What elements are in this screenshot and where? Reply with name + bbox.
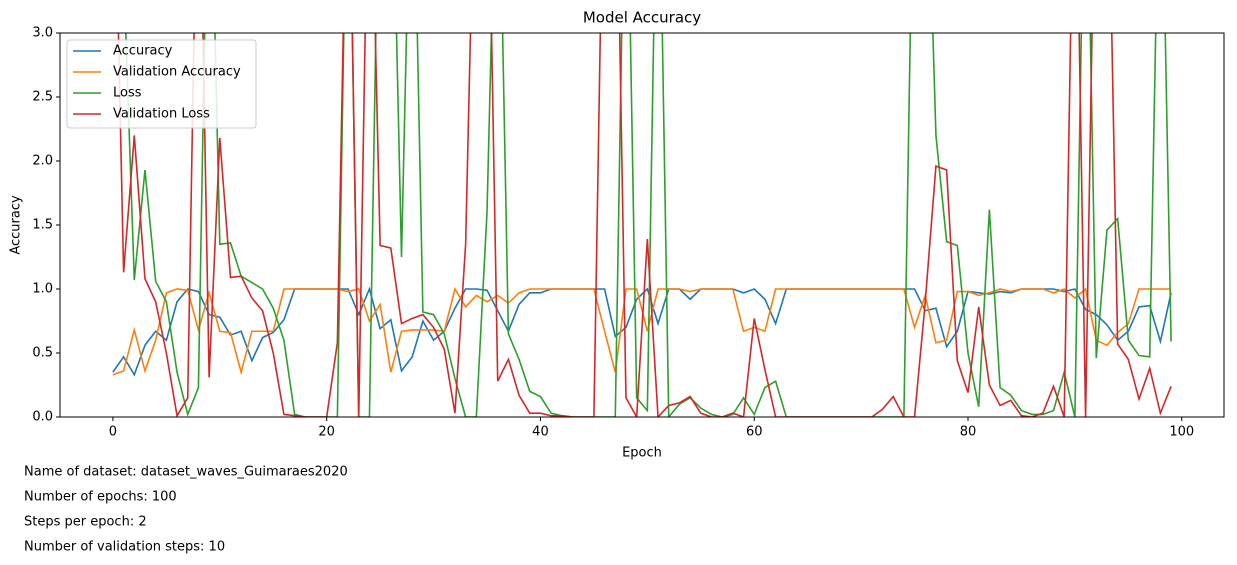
y-tick-label: 2.0 [32,154,53,169]
x-tick-label: 40 [532,425,549,440]
legend-label: Validation Accuracy [113,65,241,80]
info-text: Name of dataset: dataset_waves_Guimaraes… [24,465,348,480]
y-axis-label: Accuracy [9,195,24,255]
series-line [124,33,1172,417]
info-text: Number of validation steps: 10 [24,540,225,555]
legend-label: Accuracy [113,44,173,59]
y-tick-label: 2.5 [32,90,53,105]
x-axis-label: Epoch [622,446,662,461]
legend-box [66,39,257,129]
info-text: Steps per epoch: 2 [24,515,147,530]
x-tick-label: 20 [318,425,335,440]
y-tick-label: 1.5 [32,218,53,233]
chart-title: Model Accuracy [583,9,701,27]
series-line [117,33,1172,417]
y-tick-label: 3.0 [32,26,53,41]
info-text: Number of epochs: 100 [24,490,177,505]
x-tick-label: 80 [960,425,977,440]
y-tick-label: 1.0 [32,282,53,297]
y-tick-label: 0.0 [32,410,53,425]
y-tick-label: 0.5 [32,346,53,361]
legend-label: Validation Loss [113,107,210,122]
legend-label: Loss [113,86,142,101]
x-tick-label: 60 [746,425,763,440]
plot-area [112,33,1172,417]
x-tick-label: 0 [109,425,117,440]
x-tick-label: 100 [1169,425,1194,440]
